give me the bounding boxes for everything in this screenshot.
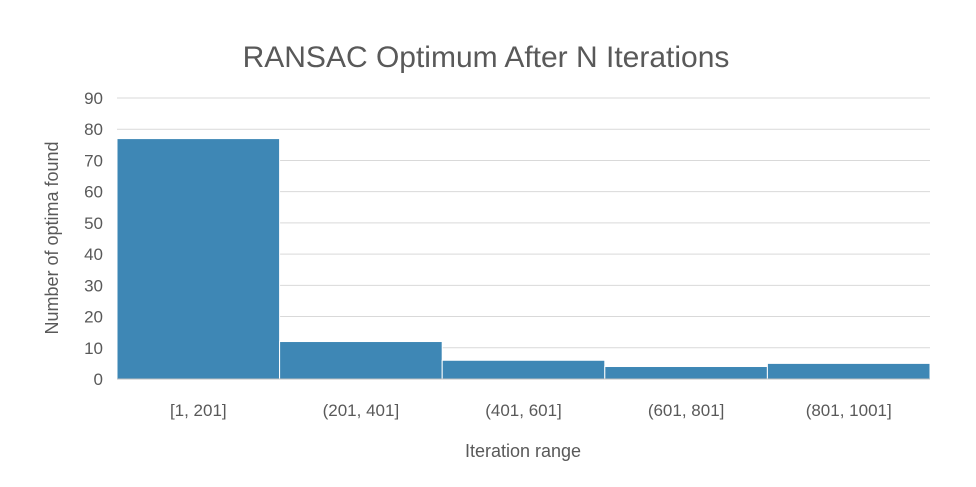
x-tick-label: [1, 201] [170,401,227,420]
chart-title: RANSAC Optimum After N Iterations [243,41,730,74]
x-tick-label: (201, 401] [323,401,400,420]
bar [279,341,443,380]
y-tick-label: 10 [84,339,103,358]
y-tick-label: 90 [84,89,103,108]
y-tick-label: 40 [84,245,103,264]
bar [766,362,931,380]
y-tick-label: 0 [94,370,103,389]
y-tick-label: 80 [84,120,103,139]
x-tick-label: (801, 1001] [806,401,892,420]
x-tick-label: (401, 601] [485,401,562,420]
x-tick-label: (601, 801] [648,401,725,420]
y-axis-tick-labels: 0 10 20 30 40 50 60 70 80 90 [84,89,103,389]
bar [604,366,768,380]
y-axis-label: Number of optima found [42,141,62,334]
y-tick-label: 70 [84,151,103,170]
x-axis-label: Iteration range [465,441,581,461]
y-tick-label: 30 [84,276,103,295]
bars [116,138,931,380]
y-tick-label: 20 [84,308,103,327]
y-tick-label: 60 [84,183,103,202]
y-tick-label: 50 [84,214,103,233]
x-axis-tick-labels: [1, 201] (201, 401] (401, 601] (601, 801] (8… [170,401,892,420]
bar [116,138,281,380]
bar [441,359,606,380]
